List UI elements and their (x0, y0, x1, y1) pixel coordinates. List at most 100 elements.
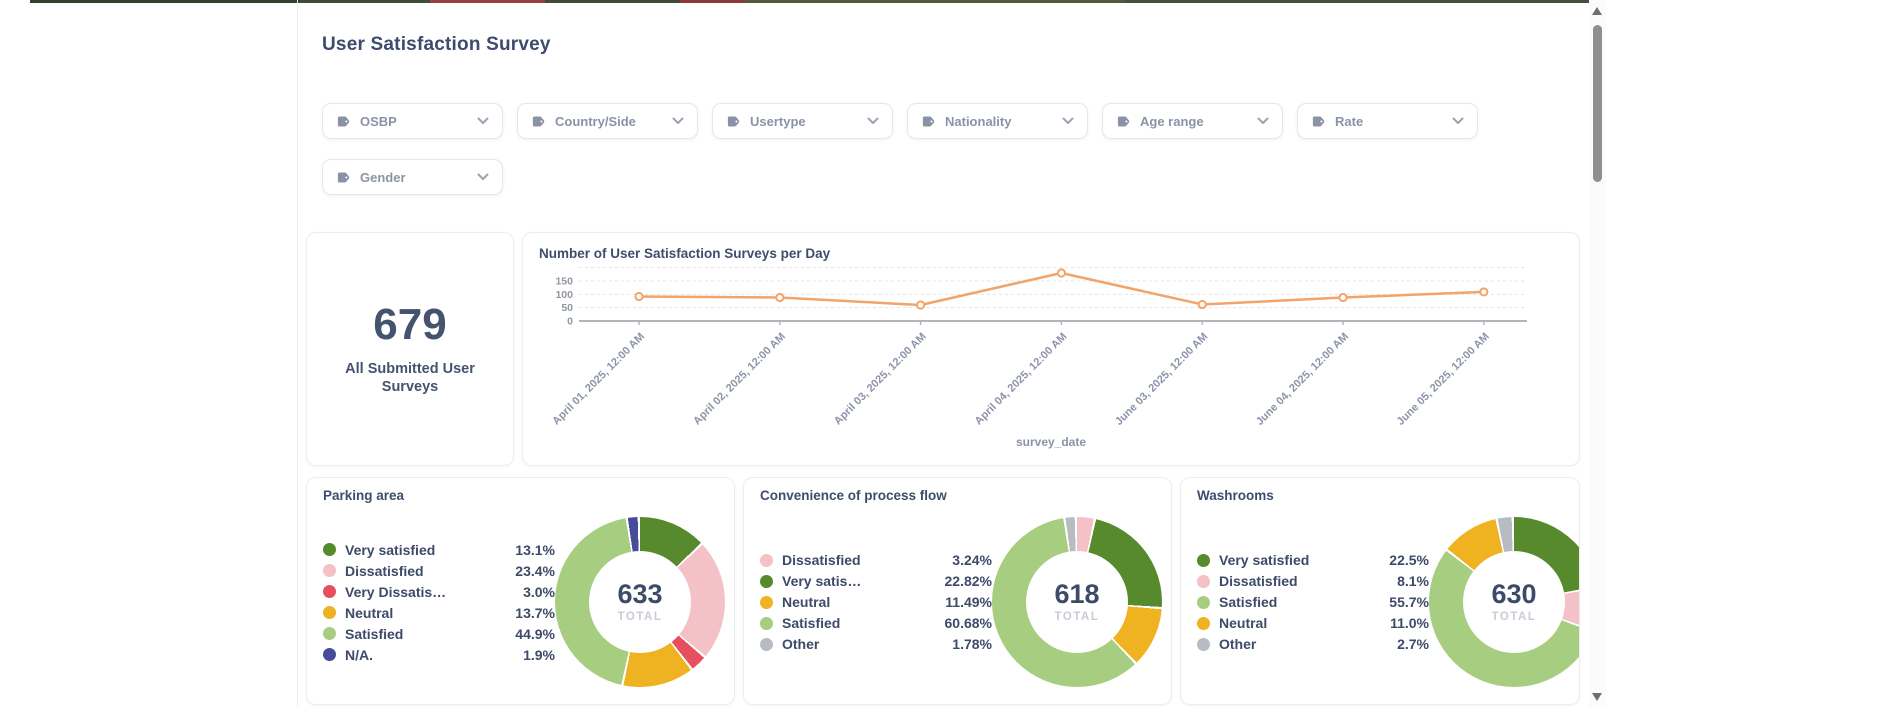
filter-label: Country/Side (555, 113, 636, 129)
chevron-down-icon (477, 173, 489, 181)
legend-color-dot (323, 564, 336, 577)
legend-item: Very Dissatis… 3.0% (323, 581, 555, 602)
donut-chart: 630 TOTAL (1429, 517, 1579, 687)
donut-chart-title: Parking area (323, 488, 405, 503)
stat-label: All Submitted User Surveys (345, 360, 475, 396)
filter-dropdown-usertype[interactable]: Usertype (712, 103, 893, 139)
clipped-top-strip-segment (30, 0, 300, 3)
legend-percentage: 1.78% (952, 636, 992, 652)
legend-color-dot (760, 616, 773, 630)
legend-percentage: 1.9% (523, 646, 555, 663)
svg-text:June 04, 2025, 12:00 AM: June 04, 2025, 12:00 AM (1254, 331, 1351, 428)
legend-percentage: 22.5% (1389, 552, 1429, 568)
legend-label: Neutral (782, 594, 831, 610)
chevron-down-icon (1257, 117, 1269, 125)
legend-item: N/A. 1.9% (323, 644, 555, 665)
clipped-top-strip-segment (680, 0, 745, 3)
filter-bar: OSBP Country/Side Usertype Nationality Age r… (322, 103, 1492, 195)
legend-label: Dissatisfied (345, 562, 424, 579)
chevron-down-icon (1062, 117, 1074, 125)
legend-label: N/A. (345, 646, 373, 663)
legend-label: Other (1219, 636, 1257, 652)
page-title: User Satisfaction Survey (322, 34, 551, 55)
scrollbar-thumb[interactable] (1593, 25, 1602, 182)
filter-dropdown-rate[interactable]: Rate (1297, 103, 1478, 139)
legend-label: Very Dissatis… (345, 583, 447, 600)
tag-icon (1116, 114, 1131, 129)
tag-icon (336, 170, 351, 185)
summary-row: 679 All Submitted User Surveys Number of… (306, 232, 1580, 466)
chart-legend: Very satisfied 13.1% Dissatisfied 23.4% Very… (323, 539, 555, 665)
donut-body: Very satisfied 13.1% Dissatisfied 23.4% Very… (323, 517, 725, 687)
svg-text:June 05, 2025, 12:00 AM: June 05, 2025, 12:00 AM (1395, 331, 1492, 428)
filter-dropdown-osbp[interactable]: OSBP (322, 103, 503, 139)
donut-chart: 633 TOTAL (555, 517, 725, 687)
legend-percentage: 13.1% (515, 541, 555, 558)
legend-item: Dissatisfied 3.24% (760, 550, 992, 571)
svg-text:April 01, 2025, 12:00 AM: April 01, 2025, 12:00 AM (550, 331, 647, 428)
x-axis-title: survey_date (1015, 435, 1087, 449)
legend-item: Neutral 13.7% (323, 602, 555, 623)
legend-item: Satisfied 44.9% (323, 623, 555, 644)
donut-chart-card: Washrooms Very satisfied 22.5% Dissatisfied… (1180, 477, 1580, 705)
legend-item: Dissatisfied 8.1% (1197, 571, 1429, 592)
legend-item: Neutral 11.49% (760, 592, 992, 613)
donut-chart: 618 TOTAL (992, 517, 1162, 687)
legend-percentage: 13.7% (515, 604, 555, 621)
legend-percentage: 3.24% (952, 552, 992, 568)
filter-dropdown-gender[interactable]: Gender (322, 159, 503, 195)
filter-label: Usertype (750, 113, 806, 129)
legend-percentage: 60.68% (944, 615, 992, 631)
legend-item: Very satis… 22.82% (760, 571, 992, 592)
legend-color-dot (323, 543, 336, 556)
scroll-up-arrow-icon[interactable] (1592, 7, 1602, 15)
donut-chart-title: Convenience of process flow (760, 488, 947, 503)
legend-percentage: 2.7% (1397, 636, 1429, 652)
legend-color-dot (760, 553, 773, 567)
legend-percentage: 22.82% (944, 573, 992, 589)
stat-value: 679 (373, 299, 447, 349)
chevron-down-icon (477, 117, 489, 125)
legend-label: Satisfied (345, 625, 404, 642)
legend-label: Satisfied (782, 615, 841, 631)
chart-legend: Very satisfied 22.5% Dissatisfied 8.1% Satis… (1197, 550, 1429, 655)
tag-icon (336, 114, 351, 129)
svg-text:April 03, 2025, 12:00 AM: April 03, 2025, 12:00 AM (832, 331, 929, 428)
chevron-down-icon (1452, 117, 1464, 125)
donut-body: Very satisfied 22.5% Dissatisfied 8.1% Satis… (1197, 517, 1579, 687)
svg-text:100: 100 (555, 289, 573, 301)
legend-color-dot (323, 627, 336, 640)
legend-color-dot (323, 606, 336, 619)
donut-total-value: 633 (617, 579, 663, 609)
donut-row: Parking area Very satisfied 13.1% Dissatisf… (306, 477, 1580, 705)
donut-chart-card: Convenience of process flow Dissatisfied 3… (743, 477, 1172, 705)
filter-label: Age range (1140, 113, 1204, 129)
filter-dropdown-age-range[interactable]: Age range (1102, 103, 1283, 139)
filter-dropdown-nationality[interactable]: Nationality (907, 103, 1088, 139)
legend-color-dot (1197, 553, 1210, 567)
legend-percentage: 8.1% (1397, 573, 1429, 589)
donut-chart-card: Parking area Very satisfied 13.1% Dissatisf… (306, 477, 735, 705)
legend-label: Other (782, 636, 820, 652)
svg-text:50: 50 (561, 302, 573, 314)
content-panel-left-edge (297, 0, 298, 707)
tag-icon (726, 114, 741, 129)
donut-total-label: TOTAL (617, 611, 663, 623)
clipped-top-strip-segment (545, 0, 680, 3)
svg-text:150: 150 (555, 276, 573, 288)
scroll-down-arrow-icon[interactable] (1592, 693, 1602, 701)
legend-label: Dissatisfied (1219, 573, 1298, 589)
legend-color-dot (323, 585, 336, 598)
svg-text:April 04, 2025, 12:00 AM: April 04, 2025, 12:00 AM (973, 331, 1070, 428)
tag-icon (531, 114, 546, 129)
legend-item: Satisfied 60.68% (760, 613, 992, 634)
filter-dropdown-country-side[interactable]: Country/Side (517, 103, 698, 139)
legend-item: Dissatisfied 23.4% (323, 560, 555, 581)
scrollbar-track[interactable] (1589, 0, 1606, 707)
legend-color-dot (1197, 574, 1210, 588)
legend-item: Neutral 11.0% (1197, 613, 1429, 634)
filter-label: Nationality (945, 113, 1012, 129)
clipped-top-strip-segment (1125, 0, 1589, 3)
